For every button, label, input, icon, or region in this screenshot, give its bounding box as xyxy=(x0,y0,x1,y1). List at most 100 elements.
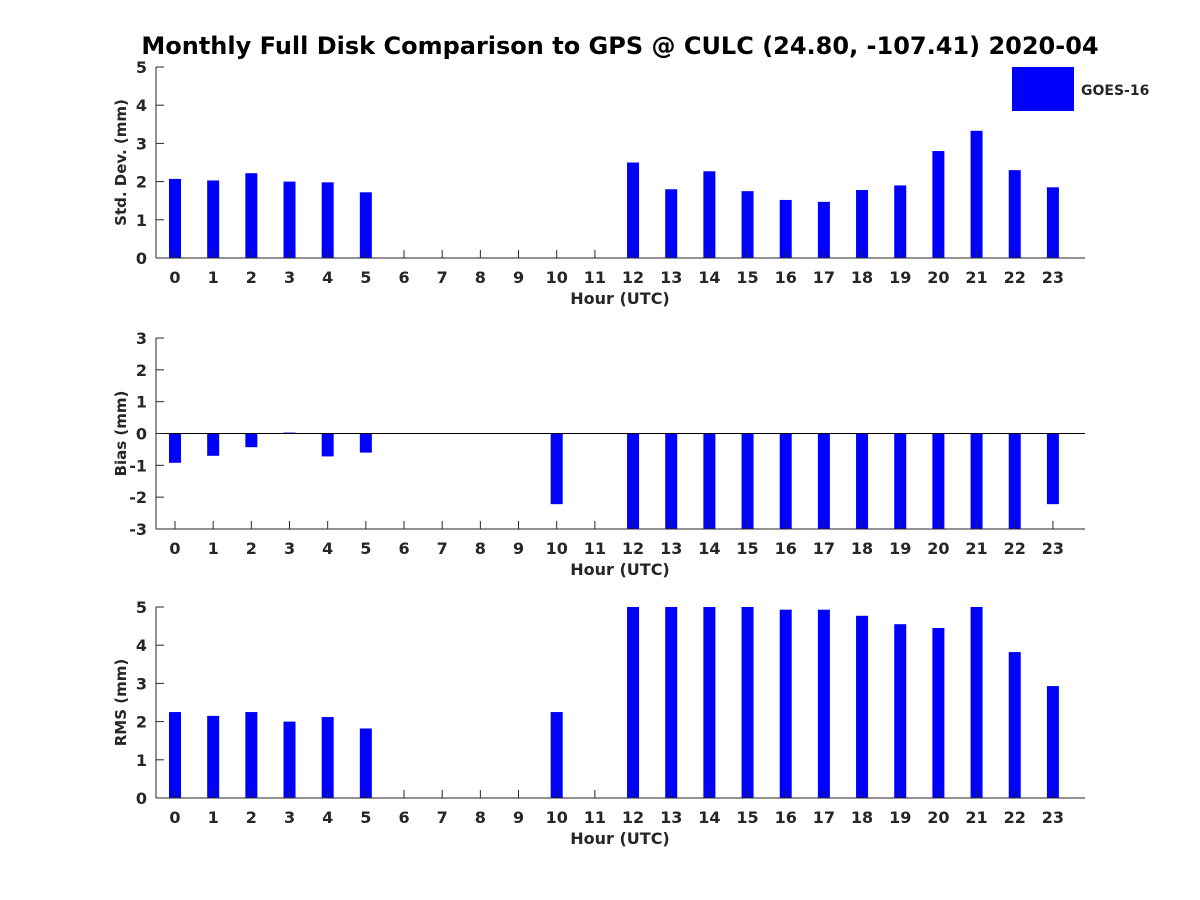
legend: GOES-16 xyxy=(1012,67,1149,111)
std-dev-bar-20 xyxy=(932,151,945,258)
bias-x-tick-label: 3 xyxy=(284,539,295,558)
std-dev-x-tick-label: 19 xyxy=(889,268,911,287)
rms-bar-15 xyxy=(741,607,754,798)
bias-y-tick-label: -1 xyxy=(129,456,147,475)
std-dev-x-tick-label: 5 xyxy=(360,268,371,287)
std-dev-bar-22 xyxy=(1008,170,1021,258)
bias-x-tick-label: 4 xyxy=(322,539,333,558)
bias-x-tick-label: 17 xyxy=(813,539,835,558)
std-dev-y-tick-label: 3 xyxy=(136,134,147,153)
bias-bar-15 xyxy=(741,433,754,529)
rms-y-tick-label: 1 xyxy=(136,751,147,770)
rms-bar-13 xyxy=(665,607,678,798)
bias-bar-18 xyxy=(856,433,869,529)
bias-bar-20 xyxy=(932,433,945,529)
rms-x-tick-label: 13 xyxy=(660,808,682,827)
std-dev-y-tick-label: 5 xyxy=(136,58,147,77)
bias-x-tick-label: 19 xyxy=(889,539,911,558)
bias-x-tick-label: 2 xyxy=(246,539,257,558)
rms-bar-17 xyxy=(817,609,830,798)
rms-bar-19 xyxy=(894,624,907,798)
bias-y-tick-label: 0 xyxy=(136,425,147,444)
bias-x-tick-label: 10 xyxy=(546,539,568,558)
std-dev-bar-23 xyxy=(1046,187,1059,258)
bias-bar-17 xyxy=(817,433,830,529)
bias-bar-13 xyxy=(665,433,678,529)
bias-x-tick-label: 1 xyxy=(208,539,219,558)
rms-bar-20 xyxy=(932,628,945,798)
std-dev-bar-19 xyxy=(894,185,907,258)
bias-y-tick-label: 1 xyxy=(136,393,147,412)
std-dev-y-tick-label: 2 xyxy=(136,173,147,192)
bias-x-tick-label: 8 xyxy=(475,539,486,558)
std-dev-x-tick-label: 1 xyxy=(208,268,219,287)
bias-x-tick-label: 23 xyxy=(1042,539,1064,558)
std-dev-x-tick-label: 8 xyxy=(475,268,486,287)
std-dev-x-tick-label: 10 xyxy=(546,268,568,287)
rms-x-tick-label: 5 xyxy=(360,808,371,827)
chart-title: Monthly Full Disk Comparison to GPS @ CU… xyxy=(141,32,1098,60)
bias-x-tick-label: 9 xyxy=(513,539,524,558)
bias-x-tick-label: 22 xyxy=(1004,539,1026,558)
std-dev-bar-4 xyxy=(321,182,334,258)
rms-x-tick-label: 2 xyxy=(246,808,257,827)
std-dev-x-tick-label: 11 xyxy=(584,268,606,287)
rms-x-tick-label: 4 xyxy=(322,808,333,827)
rms-x-tick-label: 7 xyxy=(437,808,448,827)
std-dev-bar-17 xyxy=(817,201,830,258)
bias-bar-23 xyxy=(1046,433,1059,505)
bias-bars xyxy=(169,432,1059,529)
bias-bar-12 xyxy=(627,433,640,529)
rms-y-tick-label: 2 xyxy=(136,713,147,732)
rms-bar-22 xyxy=(1008,652,1021,798)
rms-x-tick-label: 15 xyxy=(736,808,758,827)
rms-x-tick-label: 16 xyxy=(775,808,797,827)
std-dev-x-tick-label: 9 xyxy=(513,268,524,287)
rms-y-tick-label: 4 xyxy=(136,636,147,655)
std-dev-x-tick-label: 22 xyxy=(1004,268,1026,287)
std-dev-bars xyxy=(169,130,1059,258)
rms-y-label: RMS (mm) xyxy=(112,659,130,746)
bias-bar-14 xyxy=(703,433,716,529)
std-dev-bar-21 xyxy=(970,130,983,258)
bias-bar-2 xyxy=(245,433,258,448)
bias-bar-21 xyxy=(970,433,983,529)
bias-x-tick-label: 21 xyxy=(965,539,987,558)
legend-label: GOES-16 xyxy=(1081,83,1149,99)
rms-x-tick-label: 20 xyxy=(927,808,949,827)
std-dev-y-tick-label: 4 xyxy=(136,96,147,115)
rms-x-tick-label: 6 xyxy=(398,808,409,827)
rms-bars xyxy=(169,607,1059,798)
rms-x-tick-label: 21 xyxy=(965,808,987,827)
bias-y-tick-label: -3 xyxy=(129,520,147,539)
bias-x-tick-label: 13 xyxy=(660,539,682,558)
bias-x-tick-label: 20 xyxy=(927,539,949,558)
rms-x-tick-label: 3 xyxy=(284,808,295,827)
std-dev-x-tick-label: 15 xyxy=(736,268,758,287)
rms-x-label: Hour (UTC) xyxy=(570,829,670,848)
bias-x-tick-label: 7 xyxy=(437,539,448,558)
std-dev-bar-0 xyxy=(169,178,181,258)
rms-bar-10 xyxy=(550,712,563,798)
bias-x-label: Hour (UTC) xyxy=(570,560,670,579)
bias-y-label: Bias (mm) xyxy=(112,391,130,477)
std-dev-bar-14 xyxy=(703,171,716,258)
std-dev-bar-1 xyxy=(207,180,220,258)
rms-x-tick-label: 19 xyxy=(889,808,911,827)
bias-bar-1 xyxy=(207,433,220,456)
std-dev-x-tick-label: 7 xyxy=(437,268,448,287)
rms-x-tick-label: 18 xyxy=(851,808,873,827)
bias-x-tick-label: 11 xyxy=(584,539,606,558)
rms-bar-12 xyxy=(627,607,640,798)
std-dev-x-tick-label: 23 xyxy=(1042,268,1064,287)
std-dev-x-tick-label: 20 xyxy=(927,268,949,287)
std-dev-x-tick-label: 2 xyxy=(246,268,257,287)
rms-x-tick-label: 9 xyxy=(513,808,524,827)
bias-bar-22 xyxy=(1008,433,1021,529)
std-dev-x-tick-label: 13 xyxy=(660,268,682,287)
